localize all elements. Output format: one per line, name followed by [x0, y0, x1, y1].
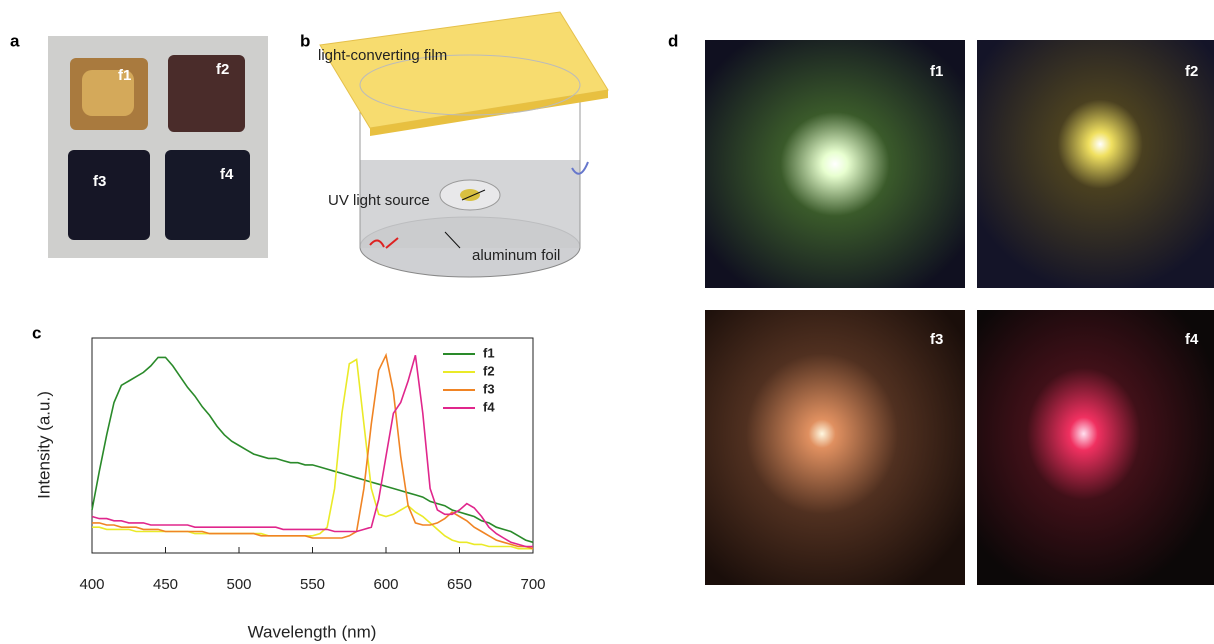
x-tick-label: 400 — [79, 576, 104, 593]
legend-label: f1 — [483, 345, 495, 360]
film — [165, 150, 250, 240]
panel-label: b — [300, 31, 310, 50]
sample-label: f1 — [930, 63, 943, 80]
series-line — [92, 355, 533, 546]
sample-label: f2 — [216, 61, 229, 78]
sample-label: f2 — [1185, 63, 1198, 80]
sample-label: f4 — [220, 166, 234, 183]
figure: a f1 f2 f3 f4 b light-converting film UV… — [0, 0, 1214, 644]
sample-label: f1 — [118, 67, 131, 84]
x-tick-label: 550 — [300, 576, 325, 593]
panel-label: a — [10, 31, 20, 50]
x-tick-label: 500 — [226, 576, 251, 593]
x-axis-label: Wavelength (nm) — [248, 622, 377, 641]
film — [68, 150, 150, 240]
film — [168, 55, 245, 132]
sample-label: f4 — [1185, 331, 1199, 348]
x-tick-label: 450 — [153, 576, 178, 593]
sample-label: f3 — [930, 331, 943, 348]
sample-label: f3 — [93, 173, 106, 190]
x-tick-label: 650 — [447, 576, 472, 593]
x-tick-label: 600 — [373, 576, 398, 593]
annotation: aluminum foil — [472, 247, 560, 264]
legend-label: f3 — [483, 381, 495, 396]
photo — [705, 310, 965, 585]
panel-label: d — [668, 31, 678, 50]
x-tick-label: 700 — [520, 576, 545, 593]
panel-label: c — [32, 323, 41, 342]
panel-d: d f1 f2 f3 f4 — [668, 31, 1214, 585]
photo — [977, 310, 1214, 585]
legend-label: f4 — [483, 399, 495, 414]
panel-a: a f1 f2 f3 f4 — [10, 31, 268, 258]
annotation: light-converting film — [318, 47, 447, 64]
panel-c: c Wavelength (nm) Intensity (a.u.) 400 45… — [32, 323, 546, 641]
legend-label: f2 — [483, 363, 495, 378]
series-line — [92, 355, 533, 549]
annotation: UV light source — [328, 192, 430, 209]
panel-b: b light-converting film UV light source … — [300, 12, 608, 277]
photo — [705, 40, 965, 288]
photo — [977, 40, 1214, 288]
y-axis-label: Intensity (a.u.) — [34, 391, 53, 499]
series-line — [92, 357, 533, 542]
